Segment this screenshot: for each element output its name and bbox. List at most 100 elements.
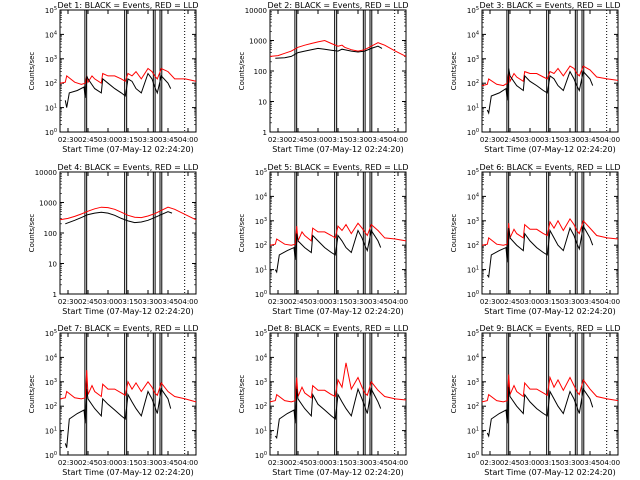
x-tick-label: 02:45 (288, 459, 308, 467)
y-tick-label: 1000 (39, 200, 57, 208)
plot-frame (269, 171, 407, 295)
y-tick-exponent: 0 (476, 451, 479, 457)
y-tick-label: 104 (255, 192, 267, 201)
x-tick-label: 03:00 (520, 136, 540, 144)
y-tick-label: 102 (45, 402, 57, 411)
x-tick-label: 03:45 (368, 298, 388, 306)
y-axis-label: Counts/sec (28, 52, 36, 91)
y-tick-exponent: 1 (264, 266, 267, 272)
chart-title: Det 5: BLACK = Events, RED = LLD (268, 163, 409, 172)
y-tick-label: 102 (467, 402, 479, 411)
lld-series-line (481, 65, 619, 87)
y-tick-label: 101 (467, 427, 479, 436)
x-tick-label: 03:15 (118, 298, 138, 306)
x-tick-label: 02:30 (268, 136, 288, 144)
lld-series-line (481, 217, 619, 246)
y-tick-exponent: 2 (476, 402, 479, 408)
y-tick-label: 103 (467, 55, 479, 64)
y-tick-exponent: 1 (476, 104, 479, 110)
x-tick-label: 03:45 (158, 136, 178, 144)
y-tick-label: 101 (45, 427, 57, 436)
y-tick-label: 103 (255, 217, 267, 226)
y-tick-label: 10000 (245, 7, 267, 15)
lld-series-line (59, 370, 197, 403)
y-tick-exponent: 5 (476, 168, 479, 174)
x-tick-label: 04:00 (388, 459, 408, 467)
lld-series-line (269, 39, 407, 57)
x-axis-label: Start Time (07-May-12 02:24:20) (484, 468, 615, 477)
y-tick-exponent: 3 (54, 55, 57, 61)
x-tick-label: 03:00 (308, 136, 328, 144)
y-tick-label: 101 (467, 266, 479, 275)
events-series-line (64, 387, 172, 448)
y-tick-label: 100 (255, 451, 267, 460)
y-tick-exponent: 5 (54, 6, 57, 12)
y-tick-label: 100 (467, 128, 479, 137)
x-tick-label: 03:15 (540, 298, 560, 306)
chart-panel: Det 5: BLACK = Events, RED = LLD10010110… (238, 163, 408, 316)
x-tick-label: 03:15 (118, 136, 138, 144)
chart-panel: Det 3: BLACK = Events, RED = LLD10010110… (450, 1, 620, 154)
plot-frame (269, 9, 407, 133)
plot-frame (59, 9, 197, 133)
y-tick-exponent: 5 (264, 329, 267, 335)
y-tick-exponent: 1 (54, 427, 57, 433)
y-tick-exponent: 5 (476, 329, 479, 335)
y-tick-label: 103 (467, 217, 479, 226)
y-tick-exponent: 3 (476, 55, 479, 61)
x-axis-label: Start Time (07-May-12 02:24:20) (272, 468, 403, 477)
y-tick-exponent: 1 (264, 427, 267, 433)
x-axis-label: Start Time (07-May-12 02:24:20) (62, 468, 193, 477)
y-tick-exponent: 5 (264, 168, 267, 174)
y-tick-label: 102 (255, 241, 267, 250)
x-tick-label: 03:45 (580, 136, 600, 144)
y-tick-exponent: 4 (264, 353, 267, 359)
chart-title: Det 3: BLACK = Events, RED = LLD (480, 1, 621, 10)
y-tick-label: 103 (45, 378, 57, 387)
events-series-line (65, 211, 173, 225)
x-tick-label: 03:15 (540, 136, 560, 144)
x-tick-label: 03:30 (138, 298, 158, 306)
y-tick-label: 1 (53, 291, 57, 299)
x-tick-label: 03:15 (540, 459, 560, 467)
x-tick-label: 03:30 (348, 298, 368, 306)
chart-panel: Det 1: BLACK = Events, RED = LLD10010110… (28, 1, 198, 154)
x-tick-label: 02:30 (480, 459, 500, 467)
y-tick-exponent: 4 (476, 192, 479, 198)
x-tick-label: 02:45 (288, 136, 308, 144)
x-tick-label: 02:45 (78, 459, 98, 467)
x-tick-label: 02:45 (500, 298, 520, 306)
chart-title: Det 2: BLACK = Events, RED = LLD (268, 1, 409, 10)
x-tick-label: 04:00 (600, 298, 620, 306)
x-tick-label: 03:00 (308, 298, 328, 306)
events-series-line (274, 229, 382, 274)
lld-series-line (59, 67, 197, 85)
y-tick-label: 100 (467, 290, 479, 299)
y-tick-label: 105 (45, 6, 57, 15)
lld-series-line (269, 362, 407, 403)
events-series-line (486, 68, 594, 115)
y-tick-label: 104 (467, 353, 479, 362)
x-axis-label: Start Time (07-May-12 02:24:20) (272, 307, 403, 316)
y-axis-label: Counts/sec (450, 375, 458, 414)
y-tick-exponent: 4 (54, 30, 57, 36)
events-series-line (486, 387, 594, 438)
chart-panel: Det 2: BLACK = Events, RED = LLD 1 10 100 10… (238, 1, 408, 154)
y-tick-label: 104 (45, 30, 57, 39)
y-tick-exponent: 5 (476, 6, 479, 12)
y-tick-label: 10 (48, 261, 57, 269)
x-tick-label: 02:30 (268, 298, 288, 306)
y-tick-label: 102 (467, 241, 479, 250)
x-tick-label: 02:30 (480, 298, 500, 306)
y-tick-label: 1 (263, 129, 267, 137)
x-tick-label: 04:00 (178, 136, 198, 144)
x-tick-label: 02:45 (78, 298, 98, 306)
x-tick-label: 04:00 (600, 459, 620, 467)
x-tick-label: 02:30 (268, 459, 288, 467)
chart-panel: Det 6: BLACK = Events, RED = LLD10010110… (450, 163, 620, 316)
y-tick-label: 1000 (249, 38, 267, 46)
y-tick-exponent: 0 (54, 128, 57, 134)
x-tick-label: 03:15 (328, 136, 348, 144)
chart-title: Det 1: BLACK = Events, RED = LLD (58, 1, 199, 10)
x-tick-label: 04:00 (388, 136, 408, 144)
